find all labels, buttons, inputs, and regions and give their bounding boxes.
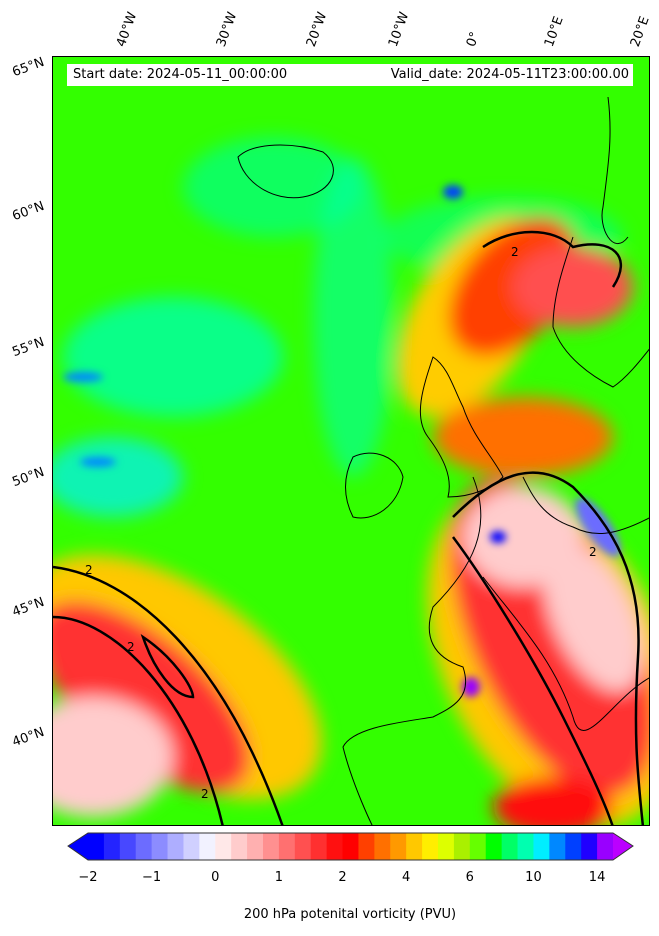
lon-label: 10°E [541, 14, 567, 50]
colorbar-segment [358, 833, 375, 860]
lat-label: 45°N [10, 594, 47, 621]
colorbar-tick-label: −1 [142, 870, 162, 885]
colorbar-segment [199, 833, 216, 860]
contour-label: 2 [127, 640, 135, 654]
colorbar-tick-label: 1 [274, 870, 284, 885]
colorbar-segment [597, 833, 614, 860]
lat-label: 40°N [10, 724, 47, 751]
colorbar-segment [501, 833, 519, 860]
colorbar-segment [310, 833, 328, 860]
colorbar-segment [231, 833, 248, 860]
contour-label: 2 [85, 563, 93, 577]
pv-2-contour [53, 230, 645, 825]
colorbar-tick-label: 0 [211, 870, 220, 885]
colorbar-segment [581, 833, 598, 860]
coastlines [237, 96, 649, 825]
colorbar-segment [326, 833, 344, 860]
colorbar-segment [406, 833, 423, 860]
colorbar-segment [278, 833, 296, 860]
colorbar-tick-label: −2 [78, 870, 98, 885]
contour-label: 2 [589, 545, 597, 559]
lon-label: 30°W [213, 10, 241, 49]
colorbar [67, 832, 634, 861]
colorbar-label: 200 hPa potenital vorticity (PVU) [243, 907, 457, 922]
colorbar-segment [342, 833, 359, 860]
start-date: Start date: 2024-05-11_00:00:00 [73, 67, 288, 82]
lon-label: 20°W [303, 10, 331, 49]
colorbar-tick-label: 10 [525, 870, 542, 885]
colorbar-segment [119, 833, 137, 860]
colorbar-segment [485, 833, 503, 860]
colorbar-segment [438, 833, 455, 860]
colorbar-segment [549, 833, 566, 860]
colorbar-over-extension [613, 833, 633, 860]
date-info-box: Start date: 2024-05-11_00:00:00 Valid_da… [67, 64, 633, 86]
contour-label: 2 [511, 245, 519, 259]
lon-label: 10°W [385, 10, 413, 49]
colorbar-segment [88, 833, 105, 860]
colorbar-segment [135, 833, 153, 860]
lat-label: 60°N [10, 198, 47, 225]
colorbar-segment [453, 833, 471, 860]
pv-field [53, 57, 649, 825]
colorbar-segment [294, 833, 312, 860]
colorbar-under-extension [68, 833, 88, 860]
colorbar-segment [103, 833, 121, 860]
colorbar-segment [390, 833, 407, 860]
colorbar-segment [565, 833, 582, 860]
lat-label: 65°N [10, 54, 47, 81]
colorbar-tick-label: 4 [402, 870, 411, 885]
colorbar-segment [183, 833, 200, 860]
lon-label: 40°W [113, 10, 141, 49]
colorbar-segment [151, 833, 169, 860]
valid-date: Valid_date: 2024-05-11T23:00:00.00 [390, 67, 629, 82]
colorbar-segment [247, 833, 264, 860]
colorbar-segment [533, 833, 550, 860]
colorbar-tick-label: 2 [338, 870, 347, 885]
lat-label: 55°N [10, 334, 47, 361]
lon-label: 0° [463, 29, 484, 49]
colorbar-segment [422, 833, 439, 860]
colorbar-tick-label: 6 [465, 870, 474, 885]
colorbar-segment [469, 833, 487, 860]
colorbar-segment [215, 833, 232, 860]
colorbar-segment [167, 833, 184, 860]
colorbar-tick-label: 14 [588, 870, 606, 885]
contour-label: 2 [201, 787, 209, 801]
pv-map: 2 2 2 2 2 [52, 56, 650, 826]
lon-label: 20°E [627, 14, 653, 50]
colorbar-segment [517, 833, 534, 860]
lat-label: 50°N [10, 464, 47, 491]
colorbar-segment [374, 833, 391, 860]
colorbar-segment [263, 833, 280, 860]
